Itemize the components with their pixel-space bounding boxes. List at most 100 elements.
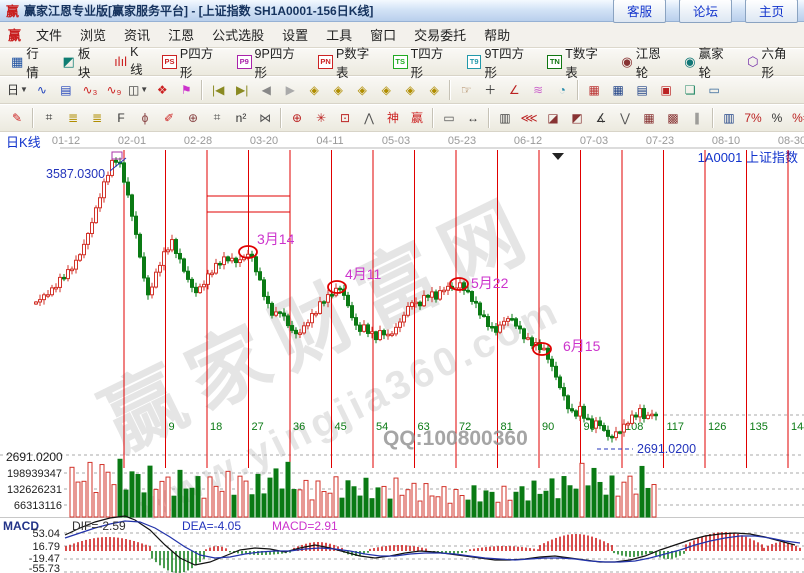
menu-item-2[interactable]: 资讯: [124, 28, 151, 43]
gann-seal-icon[interactable]: ❖: [156, 82, 168, 97]
forum-button[interactable]: 论坛: [678, 0, 732, 23]
marker-box[interactable]: [111, 151, 123, 160]
menu-item-1[interactable]: 浏览: [80, 28, 107, 43]
toolbar-item-t9-square[interactable]: T9 9T四方形: [461, 47, 542, 80]
toolbar-item-ps-square[interactable]: PS P四方形: [156, 47, 231, 80]
menu-item-0[interactable]: 文件: [36, 28, 63, 43]
trend-angle-icon[interactable]: ∡: [595, 110, 607, 125]
smart-analysis-icon[interactable]: ◔: [558, 82, 566, 97]
candle-body: [266, 295, 270, 304]
price-comb-icon[interactable]: ⌗: [213, 110, 221, 124]
ray-fan-icon[interactable]: ⋘: [520, 110, 538, 125]
annotation-circle[interactable]: [327, 280, 347, 294]
shen-tool-icon[interactable]: 神: [386, 111, 399, 125]
shaded-box-icon[interactable]: ◪: [547, 110, 559, 125]
star-burst-icon[interactable]: ✳: [315, 110, 327, 125]
width-measure-icon[interactable]: ↔: [467, 110, 479, 125]
save-icon[interactable]: ▣: [660, 82, 672, 97]
zoom-out-diamond-icon[interactable]: ◈: [357, 82, 367, 97]
chart-area[interactable]: 赢家财富网 www.yingjia360.com 01-12 02-01 02-28 03…: [0, 132, 804, 573]
printer-icon[interactable]: ▭: [708, 82, 720, 97]
zigzag-icon[interactable]: ⋁: [620, 110, 630, 125]
toolbar-item-hexagon[interactable]: ⬡ 六角形: [741, 47, 804, 80]
toolbar-item-gann-wheel[interactable]: ◉ 江恩轮: [615, 47, 678, 80]
dual-screen-icon[interactable]: ❏: [684, 82, 696, 97]
ruler-icon[interactable]: ▭: [443, 110, 455, 125]
prev-bar-icon[interactable]: ◀: [261, 82, 271, 97]
zoom-in-diamond-icon[interactable]: ◈: [381, 82, 391, 97]
calendar-icon[interactable]: ▦: [588, 82, 600, 97]
last-page-icon[interactable]: ▶|: [236, 82, 249, 97]
stats-table-icon[interactable]: ▥: [723, 110, 735, 125]
annotation-label[interactable]: 5月22: [471, 275, 509, 291]
toolbar-item-pn-table[interactable]: PN P数字表: [312, 47, 387, 80]
crosshair-icon[interactable]: ＋: [484, 83, 497, 97]
annotation-circle[interactable]: [532, 342, 552, 356]
fibonacci-f-icon[interactable]: F: [117, 110, 125, 125]
compress-v-diamond-icon[interactable]: ◈: [429, 82, 439, 97]
hand-pan-icon[interactable]: ☞: [460, 82, 472, 97]
percent-icon[interactable]: %: [771, 110, 783, 125]
ying-tool-icon[interactable]: 赢: [410, 111, 423, 125]
angle-pair-icon[interactable]: ⋀: [364, 110, 374, 125]
mirror-icon[interactable]: ⋈: [259, 110, 271, 125]
gann-price-box[interactable]: [206, 195, 291, 213]
golden-box-icon[interactable]: ≣: [91, 110, 103, 125]
wave-9-icon[interactable]: ∿₉: [106, 82, 122, 97]
period-day-dropdown[interactable]: 日 ▼: [7, 83, 28, 97]
next-bar-icon[interactable]: ▶: [285, 82, 295, 97]
grid-dense2-icon[interactable]: ▩: [667, 110, 679, 125]
toolbar-item-winner-wheel[interactable]: ◉ 赢家轮: [678, 47, 741, 80]
menu-item-9[interactable]: 帮助: [484, 28, 511, 43]
percent-lines-icon[interactable]: %=: [792, 110, 804, 125]
spiral-icon[interactable]: ϕ: [141, 110, 149, 125]
gann-grid-small-icon[interactable]: ≋: [533, 82, 544, 97]
expand-v-diamond-icon[interactable]: ◈: [405, 82, 415, 97]
support-button[interactable]: 客服: [612, 0, 666, 23]
shift-right-diamond-icon[interactable]: ◈: [333, 82, 343, 97]
home-button[interactable]: 主页: [744, 0, 798, 23]
toolbar-item-quotes-grid[interactable]: ▦ 行情: [5, 47, 57, 80]
color-flag-icon[interactable]: ⚑: [180, 82, 192, 97]
time-comb-icon[interactable]: ⌗: [45, 110, 53, 124]
red-pencil-icon[interactable]: ✎: [11, 110, 23, 125]
info-note-icon[interactable]: ▤: [60, 82, 72, 97]
toolbar-item-ts-square[interactable]: TS T四方形: [387, 47, 461, 80]
angle-measure-icon[interactable]: ∠: [508, 82, 520, 97]
candle-style-dropdown[interactable]: ◫ ▼: [127, 82, 149, 97]
menu-item-5[interactable]: 设置: [282, 28, 309, 43]
menu-item-3[interactable]: 江恩: [168, 28, 195, 43]
price-frame-icon[interactable]: ▥: [499, 110, 511, 125]
volume-bar: [225, 470, 231, 518]
annotation-label[interactable]: 4月11: [345, 266, 382, 282]
percent-trend-icon[interactable]: 7%: [744, 110, 762, 125]
annotation-label[interactable]: 6月15: [563, 338, 601, 354]
annotation-label[interactable]: 3月14: [257, 231, 295, 247]
shift-left-diamond-icon[interactable]: ◈: [309, 82, 319, 97]
toolbar-item-tn-table[interactable]: TN T数字表: [541, 47, 615, 80]
square-n2-icon[interactable]: n²: [235, 110, 247, 125]
gann-target-icon[interactable]: ⊕: [291, 110, 303, 125]
wave-3-icon[interactable]: ∿₃: [82, 82, 98, 97]
band-chart-icon[interactable]: ∿: [36, 82, 47, 97]
menu-item-8[interactable]: 交易委托: [414, 28, 467, 43]
grid-dense-icon[interactable]: ▦: [643, 110, 655, 125]
cycle-ruler-icon[interactable]: ⊕: [187, 110, 199, 125]
notepad-icon[interactable]: ▤: [636, 82, 648, 97]
annotation-circle[interactable]: [449, 277, 469, 291]
toolbar-item-kline[interactable]: ılıl K线: [108, 45, 156, 77]
parallel-lines-icon[interactable]: ∥: [694, 110, 700, 125]
measure-pencil-icon[interactable]: ✐: [163, 110, 175, 125]
shaded-box2-icon[interactable]: ◩: [571, 110, 583, 125]
toolbar-item-sector-blocks[interactable]: ◩ 板块: [57, 47, 109, 80]
annotation-circle[interactable]: [238, 245, 258, 259]
menu-item-6[interactable]: 工具: [326, 28, 353, 43]
toolbar-item-p9-square[interactable]: P9 9P四方形: [231, 47, 312, 80]
calculator-icon[interactable]: ▦: [612, 82, 624, 97]
menu-item-4[interactable]: 公式选股: [212, 28, 265, 43]
first-page-icon[interactable]: |◀: [212, 82, 225, 97]
square-spiral-icon[interactable]: ⊡: [339, 110, 351, 125]
golden-section-icon[interactable]: ≣: [67, 110, 79, 125]
menu-item-7[interactable]: 窗口: [370, 28, 397, 43]
